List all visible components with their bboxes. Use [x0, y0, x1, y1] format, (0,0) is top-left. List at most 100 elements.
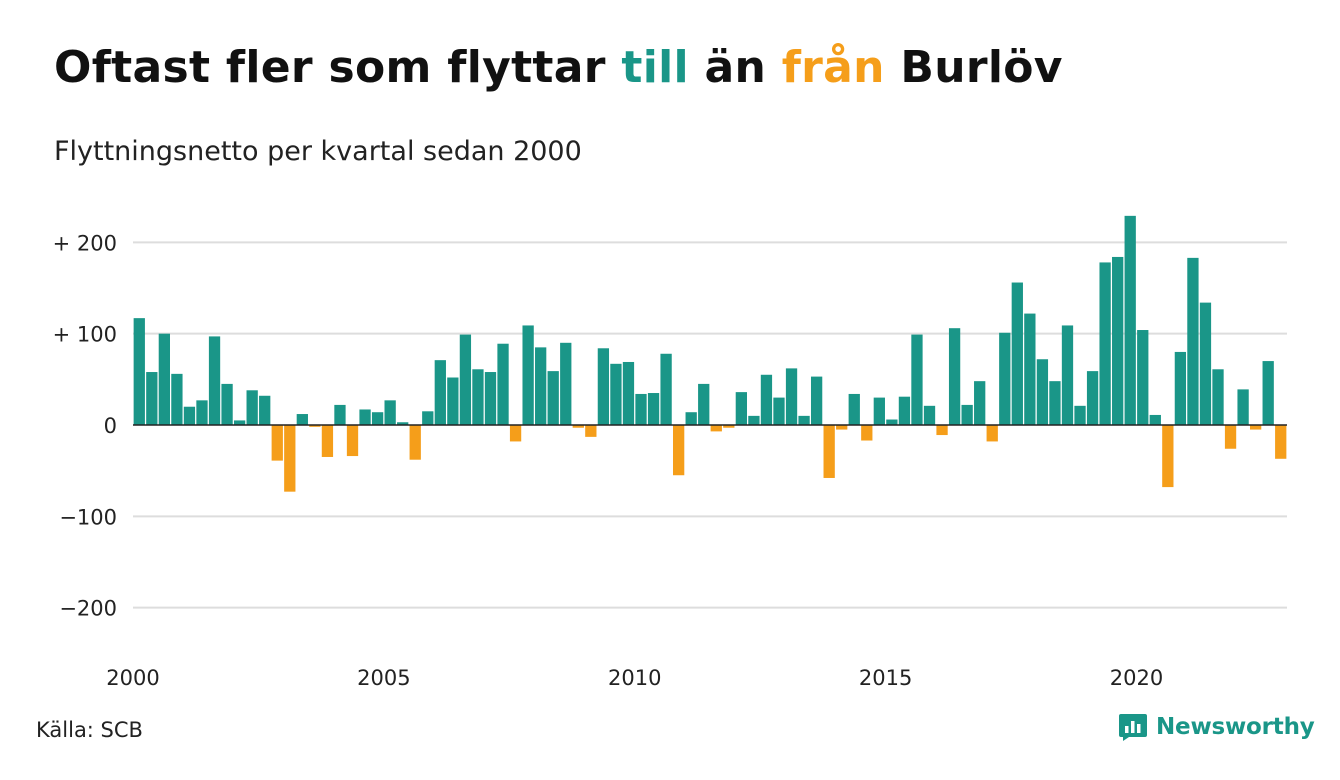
bar — [334, 404, 346, 425]
bar — [509, 425, 522, 442]
x-tick-label: 2010 — [608, 666, 661, 690]
bar — [171, 373, 183, 425]
x-tick-label: 2005 — [357, 666, 410, 690]
bar — [1237, 389, 1249, 425]
bar-chart: + 200 + 100 0 −100 −200 2000 2005 2010 2015 2020 — [53, 215, 1287, 690]
x-tick-label: 2015 — [859, 666, 912, 690]
bar — [647, 393, 660, 425]
bar — [810, 376, 823, 425]
y-axis-labels: + 200 + 100 0 −100 −200 — [53, 231, 117, 620]
bar — [760, 374, 773, 425]
bar — [936, 425, 948, 436]
bar — [911, 334, 923, 425]
bar — [660, 353, 672, 425]
bar — [1049, 381, 1061, 425]
bar — [1212, 369, 1224, 425]
bar — [1124, 215, 1136, 425]
newsworthy-logo[interactable]: Newsworthy — [1118, 712, 1315, 742]
chart-title: Oftast fler som flyttar till än från Bur… — [54, 42, 1063, 93]
bar — [685, 412, 697, 425]
y-tick-label: −100 — [59, 505, 117, 529]
bar — [1011, 282, 1023, 425]
bar — [1275, 425, 1287, 459]
bar — [196, 400, 208, 425]
chart-subtitle: Flyttningsnetto per kvartal sedan 2000 — [54, 136, 582, 167]
bar — [522, 325, 534, 425]
bar — [961, 404, 973, 425]
bar — [359, 409, 371, 425]
bar — [886, 419, 898, 425]
bar — [1224, 425, 1237, 449]
bar — [221, 383, 233, 425]
y-tick-label: + 200 — [53, 231, 117, 255]
bar — [1036, 359, 1049, 425]
bar — [798, 415, 810, 425]
bar — [233, 420, 246, 425]
bar — [371, 412, 384, 425]
bar — [986, 425, 998, 442]
bar — [622, 361, 635, 425]
x-tick-label: 2020 — [1110, 666, 1163, 690]
bar — [585, 425, 597, 437]
bar — [572, 425, 584, 428]
bar — [284, 425, 296, 492]
bar — [384, 400, 396, 425]
bars — [133, 215, 1287, 492]
title-part-3: Burlöv — [884, 42, 1063, 93]
title-part-1: Oftast fler som flyttar — [54, 42, 622, 93]
bar — [823, 425, 835, 478]
bar — [999, 332, 1011, 425]
bar — [1024, 313, 1036, 425]
bar — [597, 348, 610, 425]
bar — [346, 425, 359, 457]
bar — [923, 405, 936, 425]
bar — [673, 425, 685, 476]
bar — [1112, 256, 1124, 425]
bar — [1250, 425, 1262, 430]
bar — [1149, 414, 1161, 425]
bar — [296, 414, 308, 425]
bar — [848, 393, 860, 425]
bar — [409, 425, 421, 460]
bar — [785, 368, 798, 425]
bar — [309, 425, 321, 427]
title-part-2: än — [688, 42, 782, 93]
bar — [472, 369, 484, 425]
y-tick-label: 0 — [104, 414, 117, 438]
gridlines — [133, 241, 1287, 609]
bar — [560, 342, 572, 425]
bar — [773, 397, 785, 425]
bar — [723, 425, 735, 428]
bar — [484, 372, 497, 425]
y-tick-label: −200 — [59, 597, 117, 621]
bar — [459, 334, 472, 425]
bar — [635, 393, 647, 425]
bar — [271, 425, 283, 461]
source-note: Källa: SCB — [36, 718, 143, 742]
bar — [610, 363, 622, 425]
bar — [1137, 330, 1149, 425]
bar — [259, 395, 271, 425]
bar — [873, 397, 885, 425]
bar — [133, 318, 145, 425]
bar — [208, 336, 221, 425]
bar — [1199, 302, 1212, 425]
bar — [547, 371, 559, 425]
bar — [1074, 405, 1086, 425]
bar — [974, 381, 986, 425]
bar — [836, 425, 848, 430]
newsworthy-logo-icon — [1119, 714, 1147, 741]
bar — [898, 396, 911, 425]
bar — [710, 425, 722, 432]
x-axis-labels: 2000 2005 2010 2015 2020 — [106, 666, 1163, 690]
title-till: till — [621, 42, 689, 93]
brand-name: Newsworthy — [1156, 714, 1315, 740]
bar — [1086, 371, 1099, 425]
bar — [1187, 257, 1199, 425]
bar — [1099, 262, 1111, 425]
bar — [246, 390, 258, 425]
bar — [948, 328, 961, 425]
bar — [861, 425, 873, 441]
bar — [183, 406, 196, 425]
bar — [158, 333, 170, 425]
